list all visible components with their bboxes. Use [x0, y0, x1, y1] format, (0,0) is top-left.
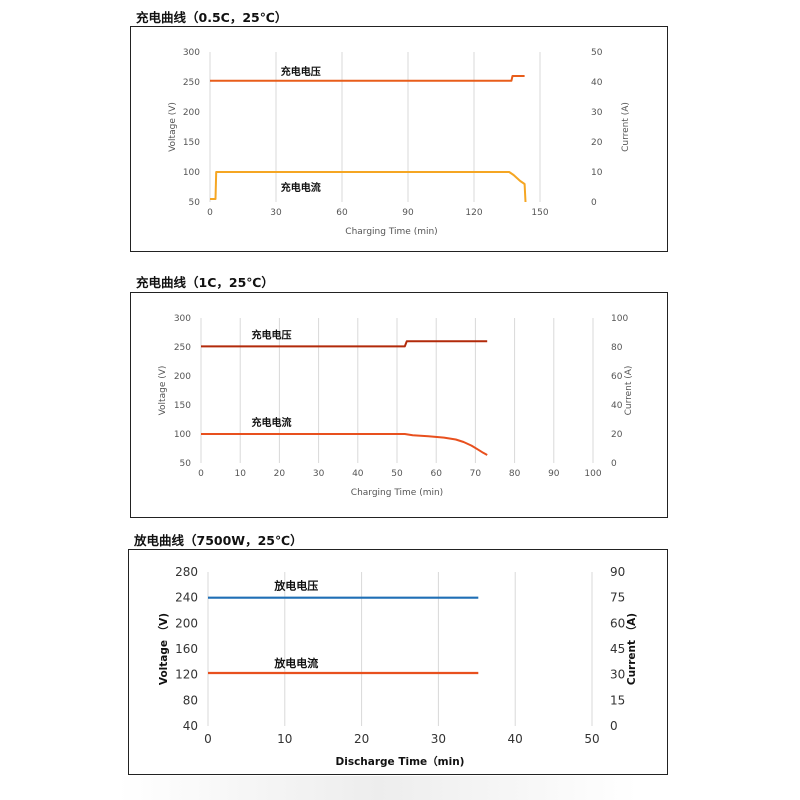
chart-1-x-tick-label: 150	[531, 208, 548, 218]
chart-1-y-tick-label: 200	[183, 108, 200, 118]
chart-1-y-tick-label: 150	[183, 138, 200, 148]
chart-1-x-tick-label: 120	[465, 208, 482, 218]
chart-3-series-2-label: 放电电流	[273, 656, 318, 670]
chart-2-series-1-label: 充电电压	[252, 328, 292, 341]
chart-1-y2-tick-label: 0	[591, 198, 597, 208]
chart-2-x-tick-label: 100	[584, 469, 601, 479]
chart-3-x-tick-label: 20	[354, 732, 369, 746]
chart-3-y-tick-label: 160	[175, 642, 198, 656]
chart-3-x-tick-label: 30	[431, 732, 446, 746]
chart-2-y-tick-label: 300	[174, 314, 191, 324]
chart-1-x-tick-label: 60	[336, 208, 348, 218]
chart-1-y2-tick-label: 10	[591, 168, 603, 178]
chart-1-y2-tick-label: 20	[591, 138, 603, 148]
chart-2-x-tick-label: 90	[548, 469, 560, 479]
chart-3-x-tick-label: 10	[277, 732, 292, 746]
chart-3-y2-tick-label: 0	[610, 719, 618, 733]
chart-1-x-axis-label: Charging Time (min)	[345, 227, 437, 237]
chart-1-y2-tick-label: 40	[591, 78, 603, 88]
chart-2-y-axis-label: Voltage (V)	[158, 366, 168, 416]
chart-2-series-1-line	[201, 340, 488, 348]
chart-3-y2-tick-label: 75	[610, 591, 625, 605]
chart-2-series-2-line	[201, 433, 488, 456]
chart-3-y-axis-label: Voltage （V)	[157, 613, 170, 685]
chart-3-y2-axis-label: Current （A)	[625, 613, 638, 685]
chart-2-y-tick-label: 100	[174, 430, 191, 440]
chart-3-y2-tick-label: 90	[610, 565, 625, 579]
chart-2-x-tick-label: 50	[391, 469, 403, 479]
chart-2-x-tick-label: 10	[234, 469, 246, 479]
chart-1-x-tick-label: 30	[270, 208, 282, 218]
chart-3-y2-tick-label: 30	[610, 668, 625, 682]
chart-2-y2-tick-label: 40	[611, 401, 623, 411]
chart-2-y2-tick-label: 60	[611, 372, 623, 382]
chart-1-svg: 0 30 60 90 120 150 50 100 150 200 250 300 0 10 20 30 40 5…	[168, 48, 631, 237]
chart-2-x-tick-label: 80	[509, 469, 521, 479]
chart-2-y-tick-label: 200	[174, 372, 191, 382]
chart-1-y2-tick-label: 50	[591, 48, 603, 58]
chart-3-y2-tick-label: 15	[610, 693, 625, 707]
chart-2-x-axis-label: Charging Time (min)	[351, 488, 443, 498]
chart-3-y-tick-label: 80	[183, 693, 198, 707]
chart-2-x-tick-label: 20	[274, 469, 286, 479]
chart-3-x-tick-label: 50	[584, 732, 599, 746]
chart-1-y-tick-label: 50	[189, 198, 201, 208]
chart-1-series-2-label: 充电电流	[281, 181, 321, 194]
chart-2-x-tick-label: 0	[198, 469, 204, 479]
chart-2-panel: 0 10 20 30 40 50 60 70 80 90 100 50 100 150 200 250 300 0…	[130, 292, 668, 518]
chart-2-y-tick-label: 250	[174, 343, 191, 353]
chart-2-svg: 0 10 20 30 40 50 60 70 80 90 100 50 100 150 200 250 300 0…	[158, 314, 634, 498]
chart-1-x-tick-label: 90	[402, 208, 414, 218]
chart-1-y2-axis-label: Current (A)	[621, 102, 631, 152]
chart-3-y-tick-label: 120	[175, 668, 198, 682]
chart-2-x-tick-label: 60	[430, 469, 442, 479]
chart-1-title: 充电曲线（0.5C，25℃）	[136, 10, 288, 25]
chart-3-svg: 0 10 20 30 40 50 40 80 120 160 200 240 280 0 15 30 45 60 7…	[157, 565, 638, 768]
chart-2-title: 充电曲线（1C，25℃）	[136, 275, 274, 290]
chart-1-y-tick-label: 300	[183, 48, 200, 58]
chart-3-y2-tick-label: 45	[610, 642, 625, 656]
chart-2-y2-tick-label: 80	[611, 343, 623, 353]
chart-1-y2-tick-label: 30	[591, 108, 603, 118]
chart-3-x-axis-label: Discharge Time（min)	[336, 755, 465, 768]
chart-2-y2-axis-label: Current (A)	[624, 366, 634, 416]
chart-3-x-tick-label: 40	[508, 732, 523, 746]
chart-2-y-tick-label: 150	[174, 401, 191, 411]
chart-3-y2-tick-label: 60	[610, 616, 625, 630]
chart-2-y2-tick-label: 20	[611, 430, 623, 440]
chart-1-series-1-line	[210, 75, 525, 82]
chart-1-y-tick-label: 250	[183, 78, 200, 88]
chart-1-series-1-label: 充电电压	[281, 65, 321, 78]
chart-2-y2-tick-label: 0	[611, 459, 617, 469]
chart-2-x-tick-label: 70	[470, 469, 482, 479]
chart-1-y-axis-label: Voltage (V)	[168, 102, 178, 152]
chart-2-y2-tick-label: 100	[611, 314, 628, 324]
chart-1-series-2-line	[210, 171, 527, 203]
chart-1-y-tick-label: 100	[183, 168, 200, 178]
chart-3-title: 放电曲线（7500W，25℃）	[134, 533, 303, 548]
chart-2-series-2-label: 充电电流	[252, 416, 292, 429]
chart-3-y-tick-label: 40	[183, 719, 198, 733]
chart-2-y-tick-label: 50	[180, 459, 192, 469]
chart-3-x-tick-label: 0	[204, 732, 212, 746]
chart-3-series-1-label: 放电电压	[273, 579, 318, 593]
chart-2-x-tick-label: 40	[352, 469, 364, 479]
chart-2-x-tick-label: 30	[313, 469, 325, 479]
chart-1-panel: 0 30 60 90 120 150 50 100 150 200 250 300 0 10 20 30 40 5…	[130, 26, 668, 252]
chart-3-y-tick-label: 280	[175, 565, 198, 579]
chart-3-y-tick-label: 240	[175, 591, 198, 605]
chart-3-panel: 0 10 20 30 40 50 40 80 120 160 200 240 280 0 15 30 45 60 7…	[128, 549, 668, 775]
bottom-shadow	[118, 776, 638, 800]
chart-1-x-tick-label: 0	[207, 208, 213, 218]
chart-3-y-tick-label: 200	[175, 616, 198, 630]
